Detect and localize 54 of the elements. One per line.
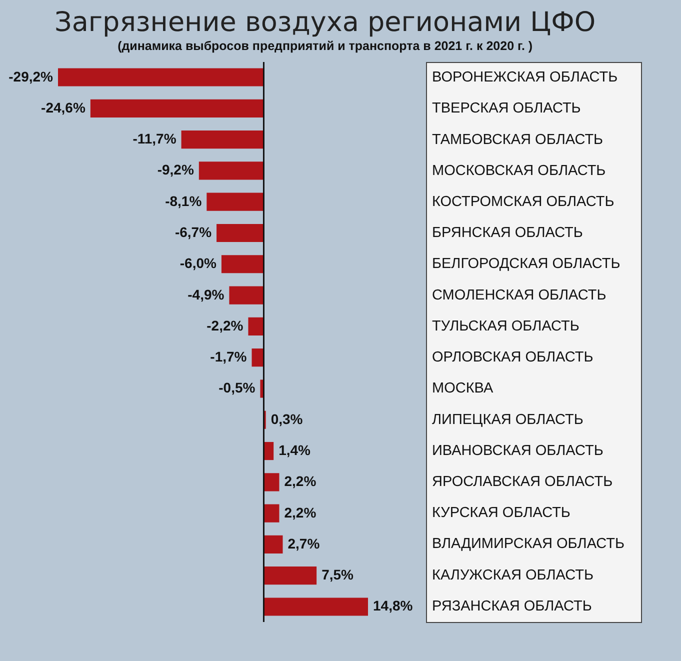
y-tick-label: КОСТРОМСКАЯ ОБЛАСТЬ	[432, 194, 614, 210]
data-label: -29,2%	[8, 68, 54, 84]
data-label: -6,0%	[180, 255, 217, 272]
y-tick-label: КАЛУЖСКАЯ ОБЛАСТЬ	[432, 567, 594, 584]
data-label: 1,4%	[278, 442, 312, 458]
data-label: -24,6%	[41, 99, 86, 116]
y-tick-label: ТВЕРСКАЯ ОБЛАСТЬ	[432, 100, 581, 117]
bar	[58, 68, 264, 86]
bar	[221, 255, 264, 274]
data-label: 14,8%	[373, 598, 414, 614]
y-tick-label: ЛИПЕЦКАЯ ОБЛАСТЬ	[432, 412, 584, 428]
data-label: -0,5%	[218, 380, 256, 396]
y-tick-label: ИВАНОВСКАЯ ОБЛАСТЬ	[432, 442, 604, 459]
data-label: -8,1%	[165, 192, 202, 209]
y-tick-label: ВОРОНЕЖСКАЯ ОБЛАСТЬ	[432, 70, 618, 86]
bar	[264, 473, 280, 492]
y-tick-label: ЯРОСЛАВСКАЯ ОБЛАСТЬ	[432, 474, 613, 490]
bar	[264, 442, 274, 460]
y-tick-label: ТАМБОВСКАЯ ОБЛАСТЬ	[432, 132, 604, 148]
bar	[198, 162, 264, 180]
bar	[252, 348, 264, 367]
chart-subtitle: (динамика выбросов предприятий и транспорта в 2021 г. к 2020 г. )	[118, 38, 533, 53]
bar	[264, 566, 317, 585]
bar	[181, 130, 264, 149]
bar	[248, 317, 264, 336]
bar	[264, 598, 368, 616]
data-label: -2,2%	[206, 317, 244, 334]
y-tick-label: МОСКВА	[432, 380, 494, 397]
data-label: -9,2%	[157, 162, 194, 178]
y-tick-label: БЕЛГОРОДСКАЯ ОБЛАСТЬ	[432, 256, 620, 272]
y-tick-label: МОСКОВСКАЯ ОБЛАСТЬ	[432, 162, 606, 179]
bar	[264, 504, 280, 522]
bar	[90, 99, 264, 118]
y-tick-label: РЯЗАНСКАЯ ОБЛАСТЬ	[432, 598, 592, 614]
data-label: -6,7%	[174, 224, 212, 240]
bar	[206, 192, 264, 211]
y-tick-label: ВЛАДИМИРСКАЯ ОБЛАСТЬ	[432, 536, 625, 552]
bar	[229, 286, 264, 304]
data-label: 7,5%	[322, 566, 354, 583]
y-tick-label: СМОЛЕНСКАЯ ОБЛАСТЬ	[432, 287, 606, 304]
data-label: 2,2%	[284, 473, 317, 490]
chart-title: Загрязнение воздуха регионами ЦФО	[54, 6, 596, 38]
y-tick-label: ОРЛОВСКАЯ ОБЛАСТЬ	[432, 350, 594, 366]
data-label: -4,9%	[188, 286, 225, 302]
y-tick-label: КУРСКАЯ ОБЛАСТЬ	[432, 505, 570, 522]
data-label: 0,3%	[270, 410, 304, 427]
data-label: 2,7%	[288, 535, 320, 552]
bar	[216, 224, 264, 242]
data-label: -1,7%	[210, 348, 248, 365]
y-tick-label: БРЯНСКАЯ ОБЛАСТЬ	[432, 225, 583, 242]
bar	[264, 535, 283, 554]
data-label: 2,2%	[284, 504, 317, 520]
y-tick-label: ТУЛЬСКАЯ ОБЛАСТЬ	[432, 318, 580, 334]
data-label: -11,7%	[132, 130, 177, 147]
